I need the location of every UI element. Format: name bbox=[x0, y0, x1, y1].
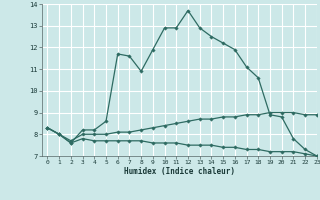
X-axis label: Humidex (Indice chaleur): Humidex (Indice chaleur) bbox=[124, 167, 235, 176]
